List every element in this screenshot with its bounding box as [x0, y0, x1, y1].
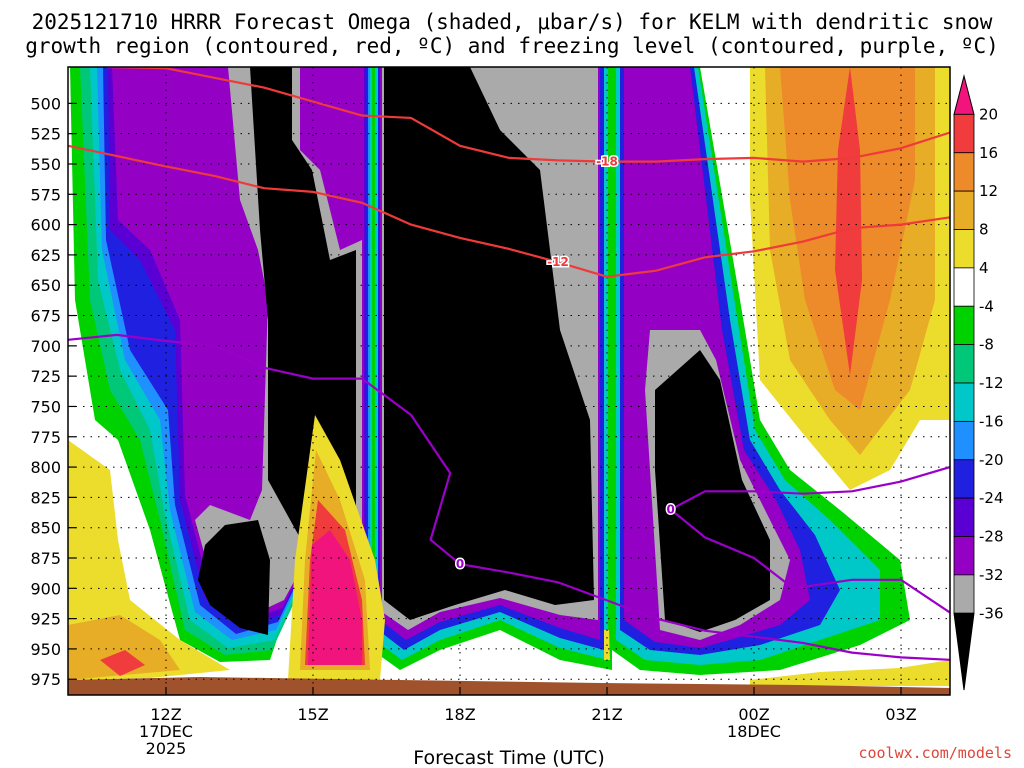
colorbar-label: 20 — [979, 105, 998, 123]
colorbar-label: -8 — [979, 336, 994, 354]
colorbar-swatch — [953, 267, 975, 307]
omega-descent-magenta-1 — [308, 530, 362, 665]
y-tick-label: 525 — [30, 125, 61, 144]
plot-area: -18 -12 0 0 — [68, 67, 950, 695]
y-tick-label: 600 — [30, 216, 61, 235]
y-tick-label: 500 — [30, 94, 61, 113]
y-tick-label: 950 — [30, 640, 61, 659]
contour-line-1 — [68, 144, 950, 278]
y-tick-label: 825 — [30, 488, 61, 507]
colorbar-label: 12 — [979, 182, 998, 200]
x-tick-date: 18DEC — [727, 722, 781, 741]
colorbar-label: 4 — [979, 259, 989, 277]
plot-frame — [67, 66, 951, 696]
contour-label-1: -12 — [547, 255, 569, 269]
colorbar-swatch — [953, 536, 975, 576]
colorbar-label: -36 — [979, 604, 1004, 622]
x-axis-label: Forecast Time (UTC) — [413, 747, 604, 768]
x-tick-year: 2025 — [146, 739, 187, 758]
colorbar-swatch — [953, 113, 975, 154]
omega-descent-red-3 — [835, 67, 862, 375]
chart-title-line1: 2025121710 HRRR Forecast Omega (shaded, … — [32, 10, 993, 34]
colorbar-max-arrow — [953, 74, 975, 115]
x-tick-label: 12Z — [150, 705, 181, 724]
grid — [68, 67, 950, 695]
chart-title-line2: growth region (contoured, red, ºC) and f… — [25, 34, 999, 58]
contour-line-0 — [107, 67, 950, 163]
colorbar-swatch — [953, 497, 975, 537]
colorbar-swatch — [953, 574, 975, 614]
y-tick-label: 700 — [30, 337, 61, 356]
colorbar-label: -32 — [979, 566, 1004, 584]
x-tick-date: 17DEC — [139, 722, 193, 741]
colorbar-swatch — [953, 344, 975, 384]
colorbar-swatch — [953, 190, 975, 230]
colorbar-label: -12 — [979, 374, 1004, 392]
y-tick-label: 900 — [30, 579, 61, 598]
omega-core-black-2 — [198, 520, 270, 635]
omega-core-black-3 — [384, 67, 594, 620]
omega-descent-red-2 — [100, 650, 145, 676]
colorbar-label: 16 — [979, 144, 998, 162]
y-tick-label: 725 — [30, 367, 61, 386]
colorbar-label: -16 — [979, 412, 1004, 430]
y-axis: 500 525 550 575 600 625 650 675 700 725 750 775 800 8… — [30, 94, 76, 689]
contour-line-3 — [668, 466, 950, 614]
y-tick-label: 800 — [30, 458, 61, 477]
contour-label-3: 0 — [667, 503, 675, 517]
colorbar-swatch — [953, 305, 975, 346]
x-tick-label: 18Z — [444, 705, 475, 724]
omega-descent-orange-2 — [68, 615, 180, 680]
contour-line-2 — [68, 333, 950, 661]
colorbar-label: -4 — [979, 297, 994, 315]
y-tick-label: 775 — [30, 428, 61, 447]
x-tick-label: 15Z — [297, 705, 328, 724]
contours: -18 -12 0 0 — [68, 67, 950, 661]
contour-label-0: -18 — [596, 155, 618, 169]
colorbar-swatch — [953, 152, 975, 192]
y-tick-label: 675 — [30, 307, 61, 326]
x-tick-label: 03Z — [885, 705, 916, 724]
colorbar-min-arrow — [953, 612, 975, 691]
x-tick-label: 00Z — [738, 705, 769, 724]
terrain-surface — [68, 677, 950, 695]
colorbar-swatch — [953, 382, 975, 422]
y-tick-label: 575 — [30, 185, 61, 204]
y-tick-label: 750 — [30, 397, 61, 416]
colorbar-label: 8 — [979, 221, 989, 239]
y-tick-label: 650 — [30, 276, 61, 295]
y-tick-label: 925 — [30, 610, 61, 629]
colorbar-label: -28 — [979, 528, 1004, 546]
colorbar-label: -24 — [979, 489, 1004, 507]
colorbar: 20 16 12 8 4 -4 -8 -12 -16 -20 -24 -28 -32 -36 — [953, 74, 1004, 691]
colorbar-swatch — [953, 420, 975, 461]
colorbar-swatch — [953, 229, 975, 269]
y-tick-label: 875 — [30, 549, 61, 568]
colorbar-swatch — [953, 459, 975, 499]
credit-text: coolwx.com/models — [858, 744, 1012, 762]
y-tick-label: 850 — [30, 519, 61, 538]
y-tick-label: 550 — [30, 155, 61, 174]
colorbar-label: -20 — [979, 451, 1004, 469]
y-tick-label: 625 — [30, 246, 61, 265]
omega-descent-yellow-4 — [750, 660, 950, 686]
x-tick-label: 21Z — [591, 705, 622, 724]
y-tick-label: 975 — [30, 670, 61, 689]
contour-label-2: 0 — [456, 557, 464, 571]
